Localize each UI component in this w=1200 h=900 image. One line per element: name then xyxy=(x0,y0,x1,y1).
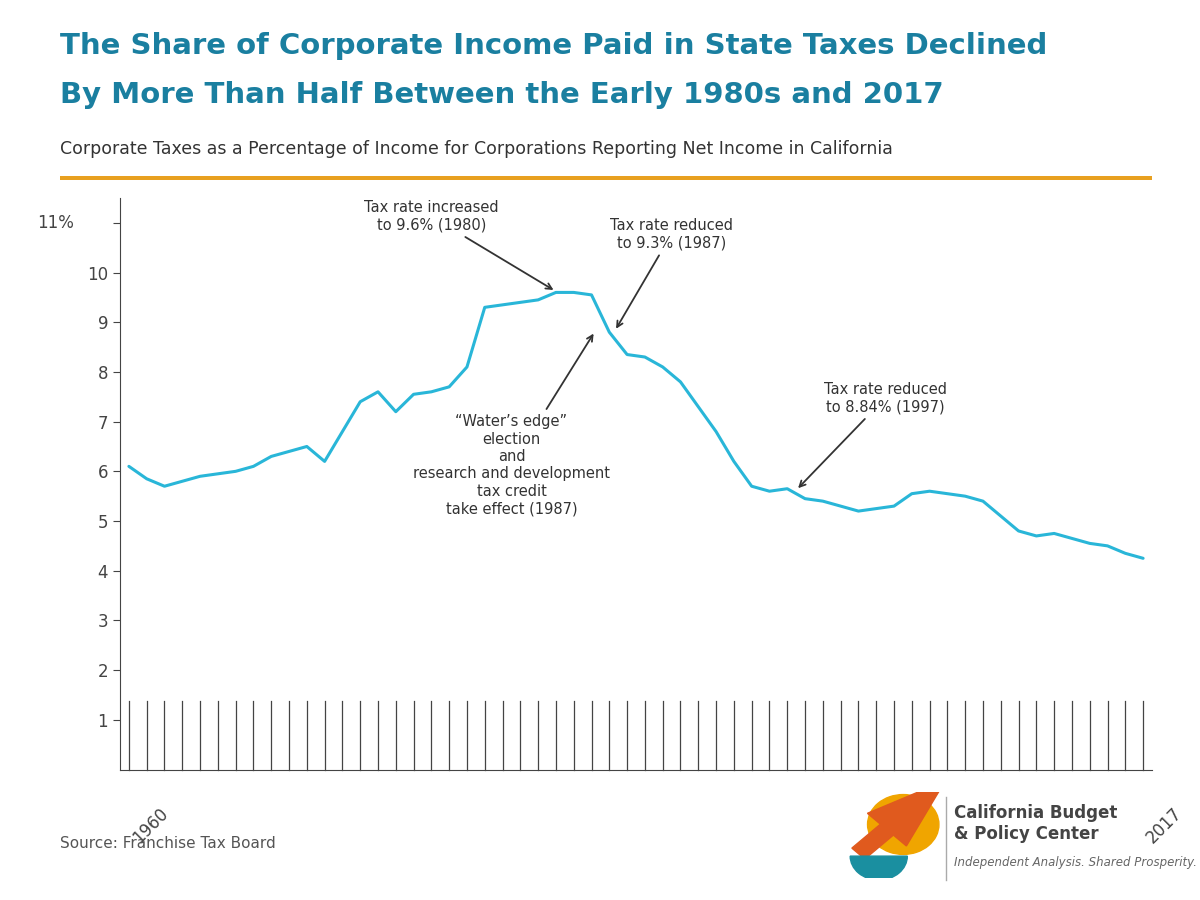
Text: The Share of Corporate Income Paid in State Taxes Declined: The Share of Corporate Income Paid in St… xyxy=(60,32,1048,59)
Text: “Water’s edge”
election
and
research and development
tax credit
take effect (198: “Water’s edge” election and research and… xyxy=(413,336,610,517)
Text: Corporate Taxes as a Percentage of Income for Corporations Reporting Net Income : Corporate Taxes as a Percentage of Incom… xyxy=(60,140,893,158)
Text: Independent Analysis. Shared Prosperity.: Independent Analysis. Shared Prosperity. xyxy=(954,856,1198,868)
Text: Tax rate increased
to 9.6% (1980): Tax rate increased to 9.6% (1980) xyxy=(364,201,552,289)
Text: 1960: 1960 xyxy=(128,805,172,847)
Text: By More Than Half Between the Early 1980s and 2017: By More Than Half Between the Early 1980… xyxy=(60,81,943,109)
Text: Tax rate reduced
to 8.84% (1997): Tax rate reduced to 8.84% (1997) xyxy=(799,382,947,487)
FancyArrow shape xyxy=(852,780,946,859)
Wedge shape xyxy=(868,795,938,854)
Text: Source: Franchise Tax Board: Source: Franchise Tax Board xyxy=(60,835,276,850)
Text: 11%: 11% xyxy=(37,214,73,232)
Text: California Budget
& Policy Center: California Budget & Policy Center xyxy=(954,804,1117,843)
Text: 2017: 2017 xyxy=(1144,805,1186,847)
Text: Tax rate reduced
to 9.3% (1987): Tax rate reduced to 9.3% (1987) xyxy=(610,218,733,327)
Wedge shape xyxy=(850,856,907,880)
